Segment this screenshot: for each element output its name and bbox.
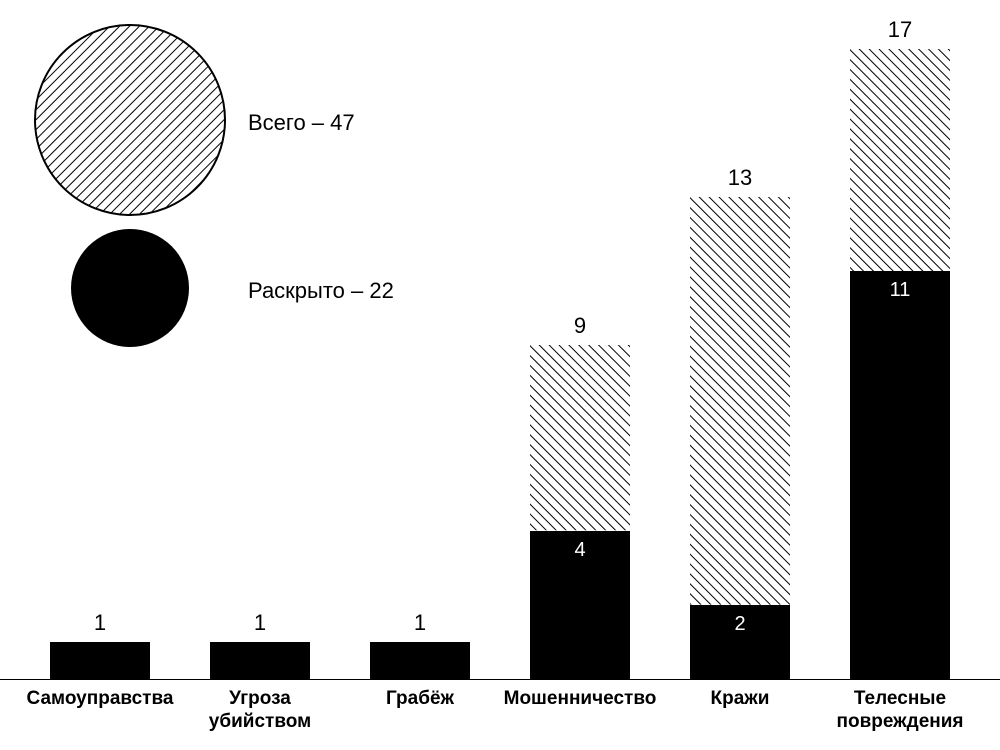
bar-total-label: 13	[690, 165, 790, 197]
bar-segment-solved: 11	[850, 271, 950, 679]
bar-solved-label: 11	[850, 271, 950, 302]
bar-solved-label: 4	[530, 531, 630, 562]
bar-segment-solved	[370, 642, 470, 679]
bar-solved-label: 2	[690, 605, 790, 636]
bar-segment-unsolved	[850, 49, 950, 271]
x-axis-label: Угроза убийством	[180, 688, 340, 734]
crime-stats-chart: Всего – 47 Раскрыто – 22 111941321711 Са…	[0, 0, 1000, 750]
bar-segment-solved: 4	[530, 531, 630, 679]
bar-segment-solved	[210, 642, 310, 679]
plot-area: 111941321711	[0, 0, 1000, 680]
x-axis-label: Телесные повреждения	[820, 688, 980, 734]
bar-segment-unsolved	[530, 345, 630, 530]
x-axis-label: Мошенничество	[500, 688, 660, 711]
bar-segment-unsolved	[690, 197, 790, 605]
bar-total-label: 1	[370, 610, 470, 642]
x-axis-labels: СамоуправстваУгроза убийствомГрабёжМошен…	[0, 680, 1000, 750]
bar-total-label: 17	[850, 17, 950, 49]
x-axis-label: Кражи	[660, 688, 820, 711]
bar-total-label: 9	[530, 313, 630, 345]
bar-segment-solved: 2	[690, 605, 790, 679]
x-axis-label: Самоуправства	[20, 688, 180, 711]
x-axis-label: Грабёж	[340, 688, 500, 711]
bar-segment-solved	[50, 642, 150, 679]
bar-total-label: 1	[50, 610, 150, 642]
bar-total-label: 1	[210, 610, 310, 642]
